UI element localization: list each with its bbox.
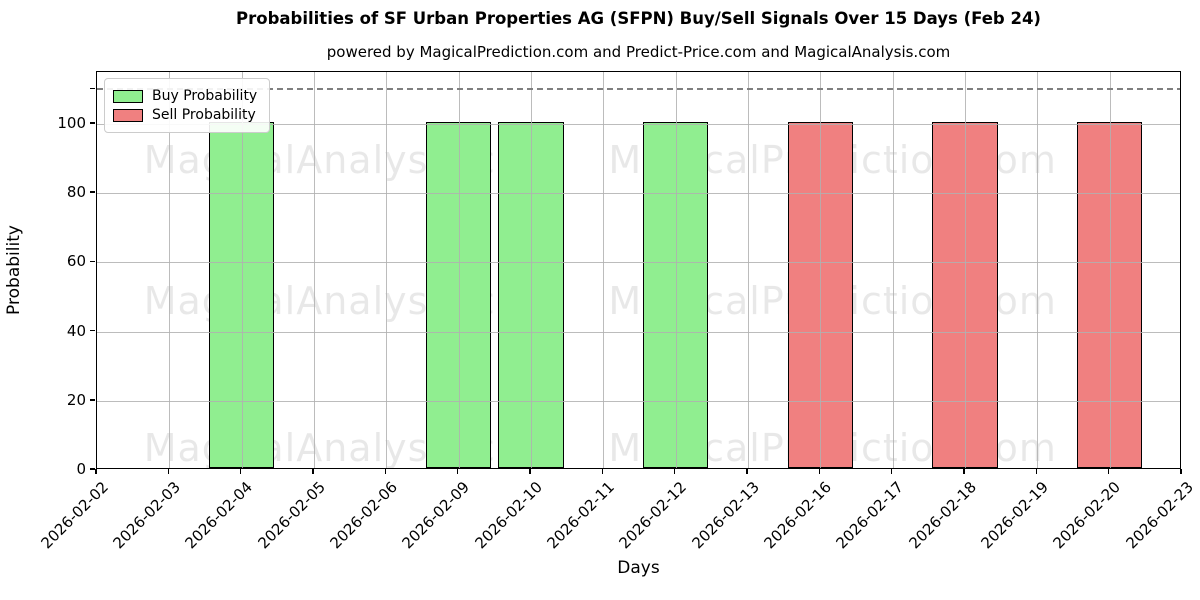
gridline-vertical: [1037, 72, 1039, 468]
y-tick-label: 0: [76, 460, 86, 478]
x-tick-label: 2026-02-05: [254, 478, 329, 553]
watermark-text: MagicalAnalysis.com: [143, 137, 559, 182]
gridline-vertical: [241, 72, 243, 468]
gridline-vertical: [675, 72, 677, 468]
gridline-vertical: [1109, 72, 1111, 468]
x-tick-label: 2026-02-13: [688, 478, 763, 553]
x-tick-label: 2026-02-04: [182, 478, 257, 553]
gridline-vertical: [603, 72, 605, 468]
y-tick-mark: [90, 87, 95, 90]
y-tick-mark: [90, 399, 95, 401]
legend: Buy Probability Sell Probability: [104, 78, 271, 133]
x-tick-mark: [1107, 469, 1110, 474]
x-tick-mark: [239, 469, 242, 474]
legend-swatch: [113, 108, 143, 122]
legend-item: Buy Probability: [113, 88, 257, 104]
gridline-vertical: [531, 72, 532, 468]
y-tick-mark: [90, 260, 95, 263]
y-tick-mark: [90, 122, 95, 124]
x-tick-label: 2026-02-23: [1122, 478, 1197, 553]
chart-subtitle: powered by MagicalPrediction.com and Pre…: [326, 43, 951, 61]
y-tick-label: 40: [66, 321, 86, 340]
gridline-vertical: [892, 72, 894, 468]
x-tick-mark: [312, 469, 314, 474]
plot-area: Buy Probability Sell Probability MagicalA…: [96, 71, 1181, 469]
gridline-vertical: [458, 72, 460, 468]
bar: [498, 121, 564, 468]
x-axis-label: Days: [617, 558, 660, 578]
x-tick-mark: [1180, 469, 1182, 474]
gridline-vertical: [965, 72, 966, 468]
watermark-text: MagicalAnalysis.com: [143, 278, 559, 323]
x-tick-label: 2026-02-18: [905, 478, 980, 553]
x-tick-mark: [529, 469, 531, 474]
gridline-vertical: [386, 72, 388, 468]
bar: [932, 121, 998, 468]
x-tick-label: 2026-02-20: [1050, 478, 1125, 553]
y-tick-mark: [90, 329, 95, 332]
x-tick-label: 2026-02-10: [471, 478, 546, 553]
x-tick-mark: [1035, 469, 1038, 474]
x-tick-mark: [384, 469, 387, 474]
x-tick-label: 2026-02-03: [109, 478, 185, 553]
y-tick-mark: [90, 191, 95, 193]
gridline-horizontal: [97, 262, 1180, 264]
x-tick-label: 2026-02-02: [37, 478, 112, 553]
x-tick-label: 2026-02-17: [833, 478, 908, 553]
x-tick-label: 2026-02-09: [399, 478, 474, 553]
chart-title: Probabilities of SF Urban Properties AG …: [236, 9, 1041, 28]
legend-item: Sell Probability: [113, 107, 257, 123]
legend-item-label: Sell Probability: [152, 107, 256, 123]
gridline-vertical: [314, 72, 315, 468]
legend-swatch: [113, 89, 143, 103]
x-tick-label: 2026-02-19: [977, 478, 1053, 553]
x-tick-label: 2026-02-06: [326, 478, 402, 553]
gridline-vertical: [169, 72, 171, 468]
x-tick-mark: [818, 469, 821, 474]
gridline-horizontal: [97, 123, 1180, 125]
x-tick-mark: [963, 469, 965, 474]
y-tick-label: 80: [66, 183, 86, 202]
y-tick-label: 60: [66, 252, 86, 271]
gridline-horizontal: [97, 193, 1180, 195]
threshold-dashed-line: [97, 88, 1180, 91]
x-tick-mark: [746, 469, 748, 474]
x-tick-label: 2026-02-12: [616, 478, 691, 553]
gridline-horizontal: [97, 400, 1180, 402]
y-tick-mark: [90, 468, 95, 470]
watermark-text: MagicalAnalysis.com: [143, 426, 559, 469]
x-tick-label: 2026-02-16: [760, 478, 836, 553]
y-tick-label: 20: [66, 390, 86, 409]
y-axis-label: Probability: [4, 225, 24, 315]
legend-item-label: Buy Probability: [152, 88, 258, 104]
gridline-horizontal: [97, 331, 1180, 333]
x-tick-mark: [95, 469, 97, 474]
x-tick-mark: [167, 469, 170, 474]
gridline-vertical: [820, 72, 822, 468]
y-tick-label: 100: [57, 113, 86, 132]
x-tick-label: 2026-02-11: [543, 478, 619, 553]
x-tick-mark: [601, 469, 604, 474]
x-tick-mark: [673, 469, 676, 474]
x-tick-mark: [890, 469, 893, 474]
gridline-vertical: [748, 72, 749, 468]
x-tick-mark: [456, 469, 459, 474]
